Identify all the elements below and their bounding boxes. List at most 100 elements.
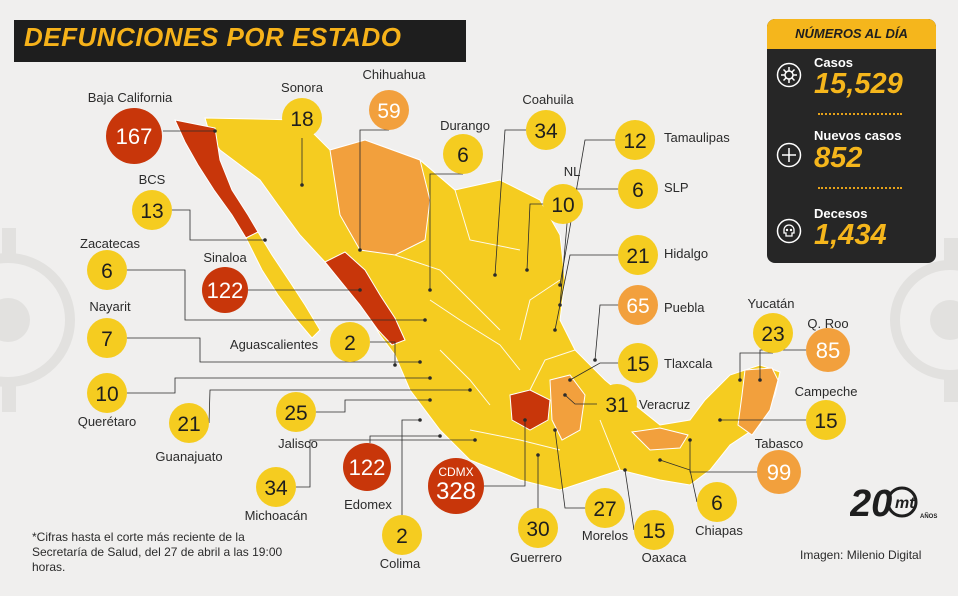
state-label-durango: Durango — [440, 118, 490, 133]
stat-new-cases-label: Nuevos casos — [814, 128, 902, 143]
state-value-q-roo: 85 — [816, 338, 840, 363]
state-value-morelos: 27 — [593, 498, 616, 521]
leader-line-veracruz — [564, 394, 597, 405]
state-circle-tabasco — [757, 450, 801, 494]
state-value-oaxaca: 15 — [642, 520, 665, 543]
state-circle-colima — [382, 515, 422, 555]
state-value-bcs: 13 — [140, 200, 163, 223]
state-label-hidalgo: Hidalgo — [664, 246, 708, 261]
state-circle-baja-california — [106, 108, 162, 164]
state-label-guerrero: Guerrero — [510, 550, 562, 565]
leader-dot-jalisco — [428, 398, 432, 402]
state-circle-morelos — [585, 488, 625, 528]
state-circle-sinaloa — [202, 267, 248, 313]
stat-new-cases-value: 852 — [814, 142, 863, 174]
state-value-tlaxcala: 15 — [626, 353, 649, 376]
leader-line-edomex — [369, 435, 440, 443]
state-value-chihuahua: 59 — [377, 100, 400, 123]
state-circle-campeche — [806, 400, 846, 440]
leader-dot-veracruz — [563, 393, 567, 397]
leader-dot-colima — [418, 418, 422, 422]
state-value-colima: 2 — [396, 525, 408, 548]
leader-dot-tlaxcala — [568, 378, 572, 382]
state-value-hidalgo: 21 — [626, 245, 649, 268]
leader-dot-durango — [428, 288, 432, 292]
state-circle-cdmx — [428, 458, 484, 514]
logo-number: 20 — [850, 483, 892, 525]
state-label-baja-california: Baja California — [88, 90, 173, 105]
state-value-veracruz: 31 — [605, 394, 628, 417]
state-label-chihuahua: Chihuahua — [363, 67, 427, 82]
logo-sub: AÑOS — [920, 513, 937, 520]
image-credit: Imagen: Milenio Digital — [800, 548, 922, 562]
state-circle-nl — [543, 184, 583, 224]
state-circle-nayarit — [87, 318, 127, 358]
page-title: DEFUNCIONES POR ESTADO — [24, 22, 402, 52]
leader-dot-bcs — [263, 238, 267, 242]
leader-line-durango — [429, 173, 463, 290]
state-label-slp: SLP — [664, 180, 689, 195]
state-label-puebla: Puebla — [664, 300, 705, 315]
state-circle-tamaulipas — [615, 120, 655, 160]
state-value-michoacan: 34 — [264, 477, 288, 500]
state-value-guerrero: 30 — [526, 518, 549, 541]
state-circle-q-roo — [806, 328, 850, 372]
stats-panel-heading: NÚMEROS AL DÍA — [795, 26, 908, 41]
map-sinaloa — [324, 251, 406, 346]
leader-dot-sonora — [300, 183, 304, 187]
state-label-coahuila: Coahuila — [522, 92, 574, 107]
state-label-campeche: Campeche — [795, 384, 858, 399]
leader-line-morelos — [554, 429, 585, 509]
state-value-aguascalientes: 2 — [344, 332, 356, 355]
state-label-chiapas: Chiapas — [695, 523, 743, 538]
leader-dot-oaxaca — [623, 468, 627, 472]
state-label-tlaxcala: Tlaxcala — [664, 356, 713, 371]
leader-dot-yucatan — [738, 378, 742, 382]
state-label-edomex: Edomex — [344, 497, 392, 512]
state-circle-chiapas — [697, 482, 737, 522]
state-circle-bcs — [132, 190, 172, 230]
leader-line-cdmx — [484, 420, 526, 487]
state-label-queretaro: Querétaro — [78, 414, 137, 429]
state-circle-coahuila — [526, 110, 566, 150]
state-label-guanajuato: Guanajuato — [155, 449, 222, 464]
leader-line-aguascalientes — [370, 341, 396, 365]
stat-deaths-value: 1,434 — [814, 219, 887, 251]
state-value-jalisco: 25 — [284, 402, 307, 425]
stat-cases-value: 15,529 — [814, 68, 903, 100]
state-circle-jalisco — [276, 392, 316, 432]
state-value-edomex: 122 — [349, 455, 386, 480]
state-circle-veracruz — [597, 384, 637, 424]
state-label-bcs: BCS — [139, 172, 166, 187]
leader-dot-aguascalientes — [393, 363, 397, 367]
map-chihuahua — [329, 139, 431, 256]
leader-line-hidalgo — [554, 254, 618, 331]
state-circle-puebla — [618, 285, 658, 325]
leader-dot-coahuila — [493, 273, 497, 277]
stats-panel — [767, 19, 936, 263]
leader-dot-nl — [525, 268, 529, 272]
state-label-michoacan: Michoacán — [245, 508, 308, 523]
state-label-cdmx: CDMX — [438, 465, 473, 479]
leader-line-tlaxcala — [569, 362, 618, 381]
leader-line-nayarit — [127, 337, 420, 363]
leader-dot-sinaloa — [358, 288, 362, 292]
leader-line-chihuahua — [359, 129, 389, 250]
state-circle-michoacan — [256, 467, 296, 507]
leader-dot-edomex — [438, 434, 442, 438]
leader-dot-guanajuato — [468, 388, 472, 392]
title-bar — [14, 20, 466, 62]
virus-icon — [776, 62, 802, 88]
leader-dot-q-roo — [758, 378, 762, 382]
leader-dot-puebla — [593, 358, 597, 362]
stat-cases-label: Casos — [814, 55, 854, 70]
logo-brand: mt — [895, 495, 915, 512]
leader-line-puebla — [594, 304, 618, 361]
leader-dot-zacatecas — [423, 318, 427, 322]
leader-dot-queretaro — [428, 376, 432, 380]
leader-dot-nayarit — [418, 360, 422, 364]
leader-dot-cdmx — [523, 418, 527, 422]
state-circle-durango — [443, 134, 483, 174]
